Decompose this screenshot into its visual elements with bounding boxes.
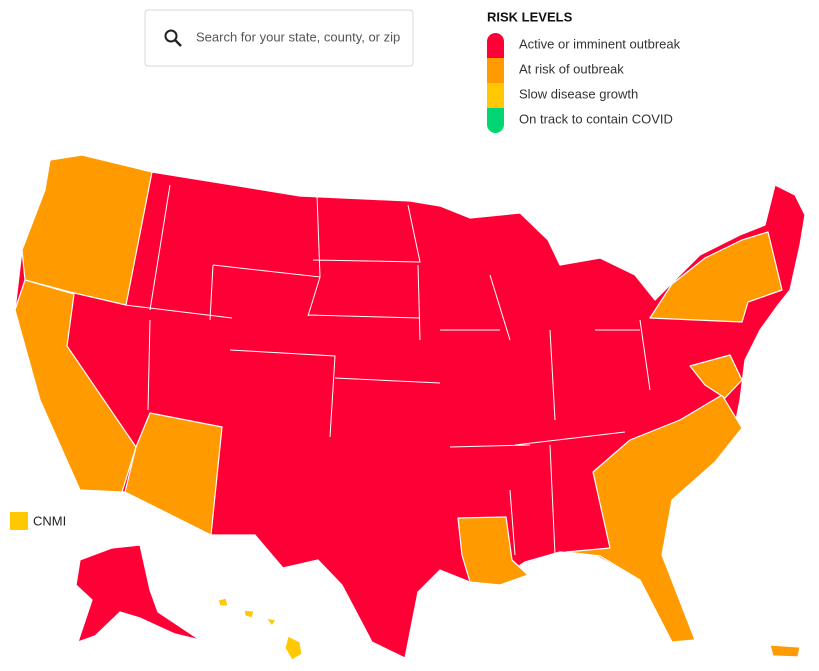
map	[14, 154, 806, 661]
region[interactable]	[649, 231, 783, 323]
region[interactable]	[769, 644, 801, 658]
legend-label: At risk of outbreak	[519, 61, 624, 76]
region[interactable]	[565, 394, 743, 643]
legend-swatch	[487, 83, 504, 108]
region[interactable]	[21, 154, 153, 306]
region[interactable]	[217, 597, 303, 661]
region[interactable]	[124, 412, 223, 536]
legend-title: RISK LEVELS	[487, 9, 573, 24]
region[interactable]	[689, 354, 743, 399]
region[interactable]	[457, 516, 529, 586]
legend-swatch	[487, 33, 504, 58]
legend-label: Active or imminent outbreak	[519, 36, 681, 51]
legend-swatch	[487, 108, 504, 133]
search-icon-handle	[174, 39, 182, 47]
legend-label: Slow disease growth	[519, 86, 638, 101]
legend-swatch	[487, 58, 504, 83]
territory-swatch[interactable]	[10, 512, 28, 530]
territory-label: CNMI	[33, 513, 66, 528]
search-icon	[164, 29, 178, 43]
region[interactable]	[75, 544, 201, 643]
legend: Active or imminent outbreak At risk of ou…	[487, 33, 681, 133]
search-placeholder: Search for your state, county, or zip	[196, 29, 400, 44]
search-box[interactable]	[144, 9, 414, 67]
region[interactable]	[14, 279, 137, 493]
legend-label: On track to contain COVID	[519, 111, 673, 126]
